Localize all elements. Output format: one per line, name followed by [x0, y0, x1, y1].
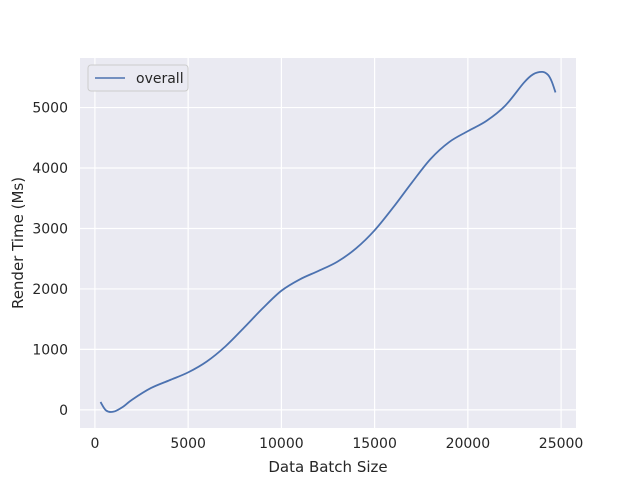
- x-tick-label: 25000: [539, 436, 584, 452]
- y-tick-label: 1000: [32, 342, 68, 358]
- y-tick-label: 4000: [32, 161, 68, 177]
- legend: overall: [87, 64, 189, 92]
- x-tick-label: 10000: [259, 436, 304, 452]
- legend-label: overall: [136, 71, 184, 87]
- y-tick-label: 3000: [32, 221, 68, 237]
- x-axis-label: Data Batch Size: [268, 458, 387, 476]
- y-axis-ticks: 0 1000 2000 3000 4000 5000: [32, 101, 68, 419]
- plot-background: [80, 58, 576, 428]
- x-tick-label: 0: [90, 436, 99, 452]
- series-layer: [99, 71, 557, 413]
- y-tick-label: 0: [59, 403, 68, 419]
- series-line-overall: [99, 71, 557, 413]
- legend-box: [87, 64, 189, 92]
- y-tick-label: 5000: [32, 101, 68, 117]
- y-axis-label: Render Time (Ms): [9, 177, 27, 309]
- grid-lines: [80, 58, 576, 428]
- x-tick-label: 20000: [446, 436, 491, 452]
- y-tick-label: 2000: [32, 282, 68, 298]
- x-axis-ticks: 0 5000 10000 15000 20000 25000: [90, 436, 583, 452]
- x-tick-label: 15000: [352, 436, 397, 452]
- x-tick-label: 5000: [170, 436, 206, 452]
